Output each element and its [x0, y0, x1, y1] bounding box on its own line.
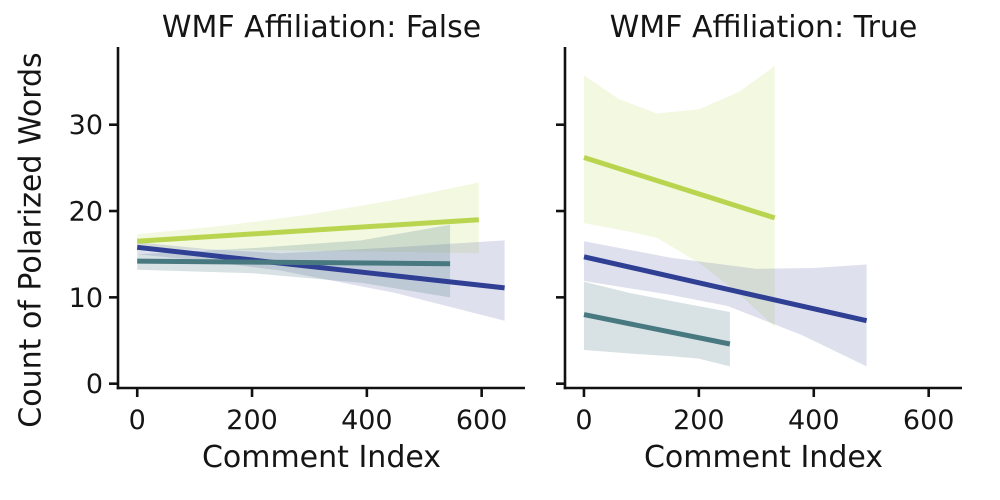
x-tick-label: 0 [129, 405, 146, 436]
x-tick-label: 600 [903, 405, 955, 436]
regression-line-series-navy-false [136, 244, 505, 291]
x-axis-label-true: Comment Index [643, 440, 884, 475]
y-tick-label: 0 [86, 369, 103, 400]
x-tick-label: 600 [456, 405, 508, 436]
confidence-band-series-teal-true [584, 281, 730, 367]
x-axis-label-false: Comment Index [201, 440, 442, 475]
facet-title-false: WMF Affiliation: False [161, 10, 482, 45]
regression-line-series-teal-true [583, 312, 731, 347]
y-axis-label: Count of Polarized Words [13, 52, 49, 428]
regression-line-series-lime-false [137, 217, 479, 244]
y-tick-label: 30 [69, 110, 103, 141]
regression-line-series-navy-true [583, 254, 868, 324]
x-tick-label: 400 [341, 405, 393, 436]
y-tick-label: 10 [69, 283, 103, 314]
x-tick-label: 200 [673, 405, 725, 436]
facet-title-true: WMF Affiliation: True [609, 10, 918, 45]
x-tick-label: 400 [788, 405, 840, 436]
regression-line-series-teal-false [137, 258, 451, 267]
confidence-band-series-lime-true [584, 66, 775, 327]
y-tick-label: 20 [69, 197, 103, 228]
x-tick-label: 200 [226, 405, 278, 436]
x-tick-label: 0 [575, 405, 592, 436]
regression-line-series-lime-true [583, 155, 776, 221]
